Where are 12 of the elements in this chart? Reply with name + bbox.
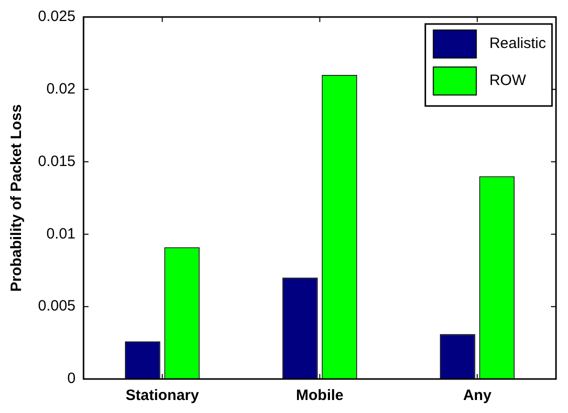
y-tick-label: 0.01	[46, 225, 76, 242]
y-tick-label: 0.005	[38, 298, 76, 315]
legend-label: Realistic	[489, 35, 546, 52]
y-tick-label: 0.015	[38, 152, 76, 170]
x-tick-label: Any	[463, 387, 492, 404]
x-tick-label: Mobile	[296, 387, 344, 404]
y-tick-label: 0	[67, 370, 76, 388]
y-axis-title: Probability of Packet Loss	[8, 104, 26, 292]
y-tick-label: 0.02	[46, 80, 76, 98]
x-tick-label: Stationary	[126, 387, 200, 404]
legend-label: ROW	[489, 72, 527, 90]
y-tick-label: 0.025	[38, 8, 76, 26]
